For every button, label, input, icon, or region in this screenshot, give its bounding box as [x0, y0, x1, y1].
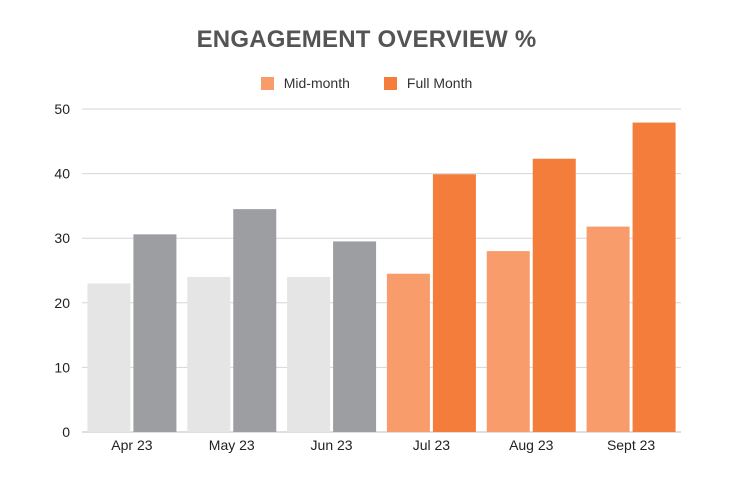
y-tick-label: 0: [62, 424, 70, 440]
y-tick-label: 10: [54, 359, 70, 375]
x-tick-label: Jun 23: [311, 437, 353, 453]
legend-item-mid-month: Mid-month: [260, 75, 350, 91]
x-tick-label: Aug 23: [509, 437, 554, 453]
y-tick-label: 30: [54, 230, 70, 246]
y-tick-label: 50: [54, 101, 70, 117]
y-tick-label: 40: [54, 166, 70, 182]
bar-mid-month-sept-23: [586, 226, 630, 432]
bar-mid-month-apr-23: [87, 283, 131, 432]
x-tick-label: May 23: [209, 437, 255, 453]
bar-full-month-apr-23: [133, 234, 177, 432]
legend-swatch-full-month: [383, 76, 397, 90]
bar-full-month-sept-23: [632, 122, 676, 432]
x-tick-label: Sept 23: [607, 437, 655, 453]
chart-legend: Mid-month Full Month: [0, 75, 733, 91]
legend-swatch-mid-month: [260, 76, 274, 90]
legend-label-mid-month: Mid-month: [283, 75, 350, 91]
chart-title: ENGAGEMENT OVERVIEW %: [196, 26, 537, 53]
bar-mid-month-aug-23: [486, 251, 530, 432]
legend-item-full-month: Full Month: [383, 75, 473, 91]
bar-full-month-jul-23: [432, 174, 476, 432]
x-tick-label: Apr 23: [111, 437, 152, 453]
bar-full-month-jun-23: [333, 241, 377, 432]
bar-mid-month-jul-23: [386, 273, 430, 432]
x-tick-label: Jul 23: [413, 437, 451, 453]
bar-mid-month-may-23: [187, 276, 231, 432]
bar-full-month-may-23: [233, 209, 277, 432]
y-tick-label: 20: [54, 295, 70, 311]
legend-label-full-month: Full Month: [406, 75, 473, 91]
bar-mid-month-jun-23: [287, 276, 331, 432]
bar-full-month-aug-23: [532, 158, 576, 432]
